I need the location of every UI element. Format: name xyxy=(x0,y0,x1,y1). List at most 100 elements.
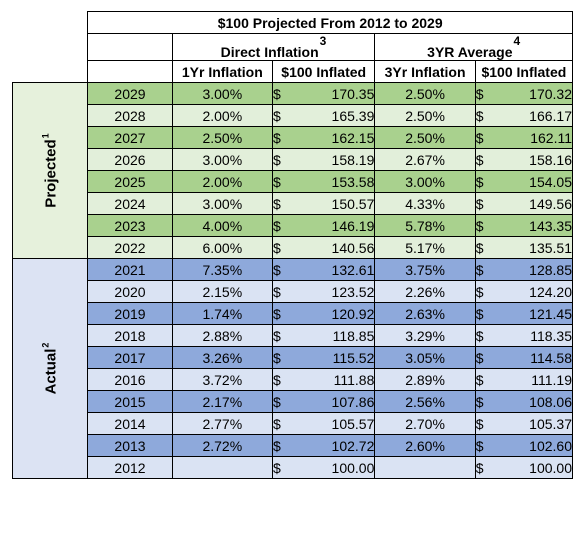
currency-symbol: $ xyxy=(475,107,484,124)
amount-value: 166.17 xyxy=(529,107,572,124)
direct-rate-cell: 2.72% xyxy=(171,434,274,457)
year-cell: 2012 xyxy=(87,456,173,479)
currency-symbol: $ xyxy=(475,151,484,168)
direct-amount-header: $100 Inflated xyxy=(272,60,376,83)
direct-rate-cell: 2.50% xyxy=(171,126,274,149)
table-row: 2026 3.00% $158.19 2.67% $158.16 xyxy=(13,148,573,171)
average-amount-cell: $108.06 xyxy=(474,390,573,413)
three-year-average-note: 4 xyxy=(513,34,521,48)
table-title: $100 Projected From 2012 to 2029 xyxy=(87,11,573,34)
direct-inflation-label: Direct Inflation xyxy=(220,44,319,60)
average-amount-cell: $111.19 xyxy=(474,368,573,391)
average-rate-cell xyxy=(374,456,476,479)
currency-symbol: $ xyxy=(273,85,281,102)
direct-amount-cell: $158.19 xyxy=(272,148,376,171)
average-amount-cell: $143.35 xyxy=(474,214,573,237)
year-cell: 2018 xyxy=(87,324,173,347)
corner-cell xyxy=(12,60,89,83)
currency-symbol: $ xyxy=(475,349,484,366)
table-row: 2014 2.77% $105.57 2.70% $105.37 xyxy=(13,412,573,435)
direct-rate-cell: 3.72% xyxy=(171,368,274,391)
year-cell: 2013 xyxy=(87,434,173,457)
amount-value: 132.61 xyxy=(331,261,375,278)
average-amount-cell: $166.17 xyxy=(474,104,573,127)
table-row: 2019 1.74% $120.92 2.63% $121.45 xyxy=(13,302,573,325)
table-row: 2015 2.17% $107.86 2.56% $108.06 xyxy=(13,390,573,413)
direct-amount-cell: $170.35 xyxy=(272,82,376,105)
average-amount-cell: $114.58 xyxy=(474,346,573,369)
amount-value: 111.88 xyxy=(333,371,375,388)
average-rate-cell: 2.89% xyxy=(374,368,476,391)
average-rate-cell: 2.70% xyxy=(374,412,476,435)
title-row: $100 Projected From 2012 to 2029 xyxy=(12,11,573,34)
direct-amount-cell: $132.61 xyxy=(272,258,376,281)
currency-symbol: $ xyxy=(475,195,484,212)
currency-symbol: $ xyxy=(273,151,281,168)
average-rate-cell: 3.29% xyxy=(374,324,476,347)
average-amount-cell: $154.05 xyxy=(474,170,573,193)
projected-label: Projected1 xyxy=(41,133,60,207)
actual-label-note: 2 xyxy=(40,342,51,348)
direct-amount-cell: $153.58 xyxy=(272,170,376,193)
currency-symbol: $ xyxy=(475,371,484,388)
average-amount-cell: $118.35 xyxy=(474,324,573,347)
amount-value: 158.19 xyxy=(331,151,375,168)
direct-amount-cell: $165.39 xyxy=(272,104,376,127)
table-row: 2027 2.50% $162.15 2.50% $162.11 xyxy=(13,126,573,149)
direct-rate-cell: 3.00% xyxy=(171,148,274,171)
amount-value: 158.16 xyxy=(529,151,572,168)
year-header-blank xyxy=(87,33,173,61)
year-cell: 2028 xyxy=(87,104,173,127)
amount-value: 108.06 xyxy=(529,393,572,410)
average-rate-cell: 2.60% xyxy=(374,434,476,457)
year-cell: 2024 xyxy=(87,192,173,215)
direct-amount-cell: $140.56 xyxy=(272,236,376,259)
average-amount-cell: $170.32 xyxy=(474,82,573,105)
year-cell: 2029 xyxy=(87,82,173,105)
amount-value: 153.58 xyxy=(331,173,375,190)
average-rate-cell: 2.56% xyxy=(374,390,476,413)
year-subheader-blank xyxy=(87,60,173,83)
direct-rate-cell: 2.77% xyxy=(171,412,274,435)
currency-symbol: $ xyxy=(273,173,281,190)
direct-amount-cell: $118.85 xyxy=(272,324,376,347)
currency-symbol: $ xyxy=(273,261,281,278)
direct-rate-header: 1Yr Inflation xyxy=(171,60,274,83)
average-rate-cell: 2.50% xyxy=(374,126,476,149)
year-cell: 2021 xyxy=(87,258,173,281)
direct-rate-cell xyxy=(171,456,274,479)
actual-side-label: Actual2 xyxy=(11,258,89,479)
currency-symbol: $ xyxy=(475,173,484,190)
currency-symbol: $ xyxy=(475,239,484,256)
year-cell: 2017 xyxy=(87,346,173,369)
amount-value: 146.19 xyxy=(331,217,375,234)
year-cell: 2022 xyxy=(87,236,173,259)
direct-rate-cell: 7.35% xyxy=(171,258,274,281)
year-cell: 2020 xyxy=(87,280,173,303)
average-rate-cell: 5.17% xyxy=(374,236,476,259)
amount-value: 105.37 xyxy=(529,415,572,432)
actual-label: Actual2 xyxy=(41,343,60,395)
currency-symbol: $ xyxy=(273,393,281,410)
amount-value: 123.52 xyxy=(331,283,375,300)
table-row: 2018 2.88% $118.85 3.29% $118.35 xyxy=(13,324,573,347)
table-row: 2013 2.72% $102.72 2.60% $102.60 xyxy=(13,434,573,457)
currency-symbol: $ xyxy=(273,305,281,322)
table-row: 2025 2.00% $153.58 3.00% $154.05 xyxy=(13,170,573,193)
direct-amount-cell: $105.57 xyxy=(272,412,376,435)
amount-value: 170.32 xyxy=(529,85,572,102)
direct-amount-cell: $115.52 xyxy=(272,346,376,369)
average-amount-cell: $149.56 xyxy=(474,192,573,215)
currency-symbol: $ xyxy=(475,393,484,410)
direct-amount-cell: $162.15 xyxy=(272,126,376,149)
direct-amount-cell: $120.92 xyxy=(272,302,376,325)
three-year-average-label: 3YR Average xyxy=(427,44,513,60)
year-cell: 2019 xyxy=(87,302,173,325)
amount-value: 120.92 xyxy=(331,305,375,322)
currency-symbol: $ xyxy=(475,327,484,344)
currency-symbol: $ xyxy=(273,327,281,344)
direct-rate-cell: 2.00% xyxy=(171,170,274,193)
currency-symbol: $ xyxy=(273,283,281,300)
projected-label-text: Projected xyxy=(42,139,60,208)
year-cell: 2016 xyxy=(87,368,173,391)
